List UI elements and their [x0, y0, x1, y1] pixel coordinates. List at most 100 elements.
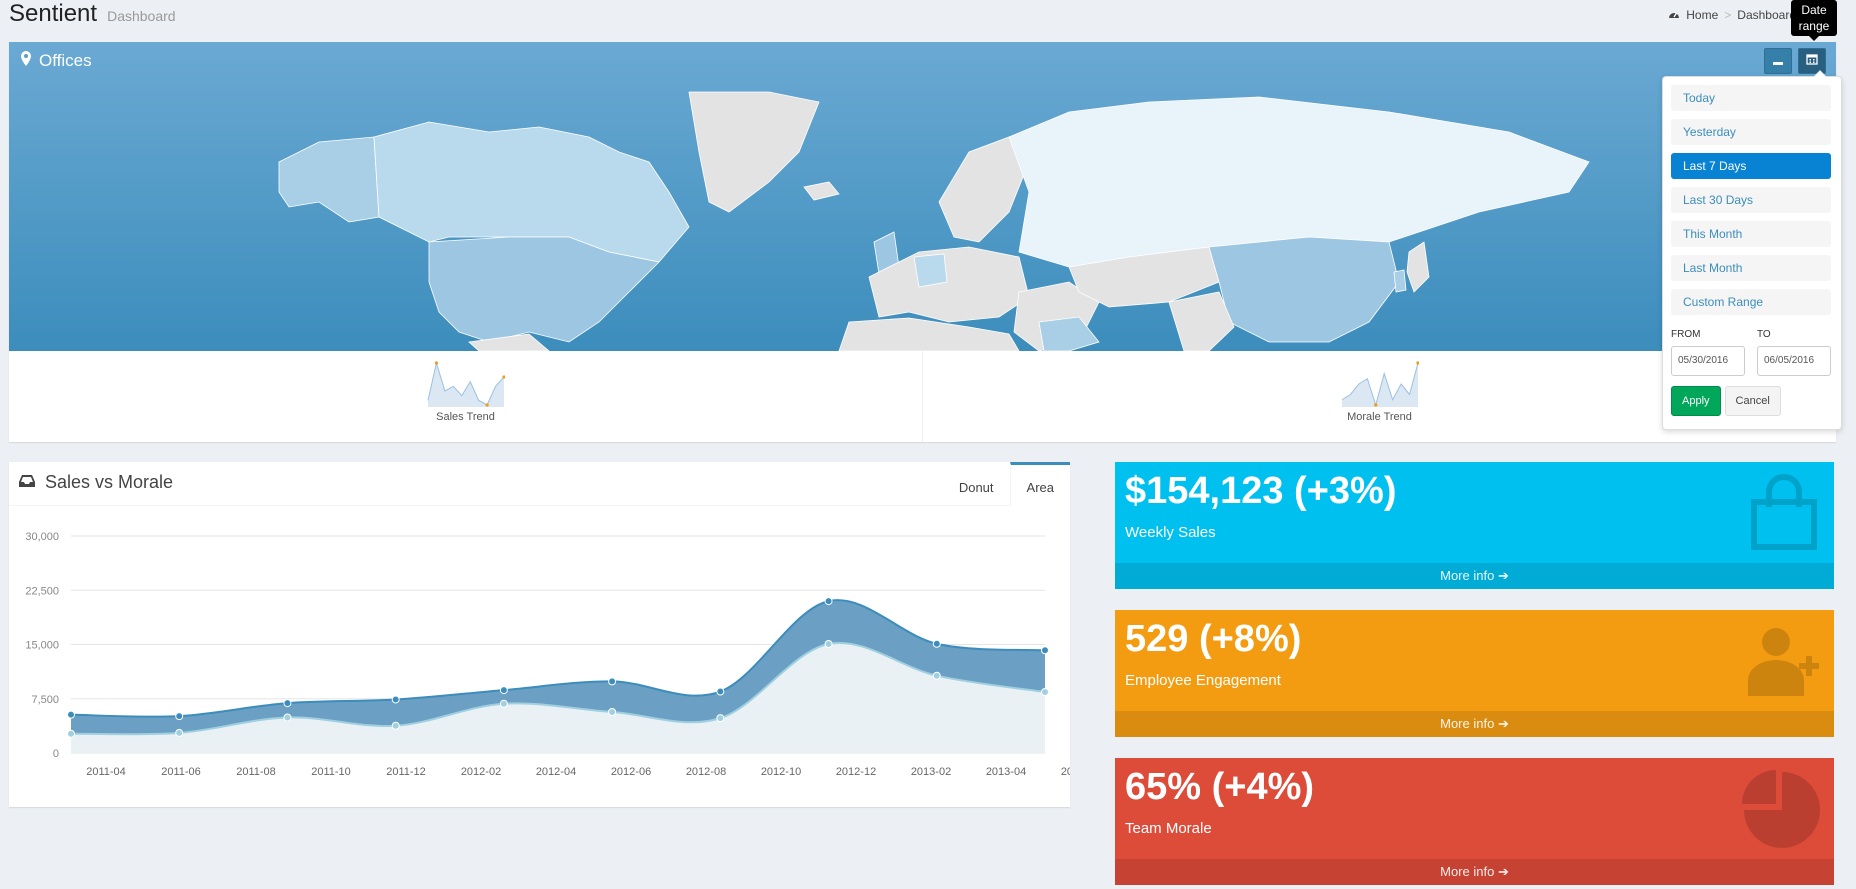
- data-point: [499, 686, 508, 695]
- map-marker-icon: [21, 51, 31, 71]
- range-option[interactable]: Last Month: [1671, 255, 1831, 281]
- collapse-button[interactable]: [1764, 48, 1792, 74]
- map-region-africa: [838, 317, 1020, 351]
- range-from: FROM 05/30/2016: [1671, 329, 1745, 376]
- data-point: [67, 729, 75, 738]
- page-subtitle: Dashboard: [107, 8, 176, 24]
- world-map[interactable]: Offices: [9, 42, 1836, 351]
- sparkline-row: Sales Trend Morale Trend: [9, 351, 1836, 442]
- breadcrumb-separator: >: [1724, 8, 1732, 22]
- data-point: [824, 597, 833, 606]
- sparkline-line: [1341, 362, 1418, 407]
- bag-icon: [1744, 472, 1824, 557]
- date-range-button[interactable]: [1798, 48, 1826, 74]
- sparkline-sales-chart: [427, 361, 505, 407]
- data-point: [716, 714, 725, 723]
- map-region-china: [1208, 236, 1400, 343]
- dashboard-icon: [1668, 8, 1680, 22]
- arrow-circle-right-icon: ➔: [1497, 568, 1509, 583]
- x-tick-label: 2011-04: [86, 766, 126, 778]
- data-point: [716, 687, 725, 696]
- x-tick-label: 2012-10: [761, 766, 801, 778]
- world-map-shapes: [278, 91, 1590, 351]
- chart-tabs: Donut Area: [943, 462, 1070, 506]
- map-region-iceland: [803, 181, 840, 201]
- area-fill: [71, 642, 1045, 753]
- sales-vs-morale-box: Sales vs Morale Donut Area 30,000 22,500 1…: [9, 462, 1070, 807]
- range-inputs: FROM 05/30/2016 TO 06/05/2016: [1671, 329, 1833, 376]
- map-region-alaska: [278, 136, 380, 223]
- stat-box-engagement: 529 (+8%) Employee Engagement More info …: [1115, 610, 1834, 737]
- breadcrumb-current: Dashboard: [1737, 8, 1796, 22]
- date-range-tooltip: Date range: [1791, 0, 1837, 41]
- range-to-input[interactable]: 06/05/2016: [1757, 346, 1831, 376]
- map-tools: [1764, 48, 1826, 74]
- range-to-label: TO: [1757, 329, 1771, 340]
- apply-button[interactable]: Apply: [1671, 386, 1721, 416]
- sparkline-sales-label: Sales Trend: [436, 411, 495, 423]
- more-info-label: More info: [1440, 864, 1495, 879]
- data-point: [283, 713, 292, 722]
- more-info-link[interactable]: More info ➔: [1115, 563, 1834, 589]
- range-option[interactable]: This Month: [1671, 221, 1831, 247]
- sparkline-point: [1373, 403, 1377, 407]
- map-region-canada: [373, 121, 690, 263]
- range-option[interactable]: Last 7 Days: [1671, 153, 1831, 179]
- range-option[interactable]: Last 30 Days: [1671, 187, 1831, 213]
- pie-icon: [1740, 768, 1824, 857]
- x-tick-label: 2011-08: [236, 766, 276, 778]
- more-info-link[interactable]: More info ➔: [1115, 711, 1834, 737]
- x-tick-label: 2011-10: [311, 766, 351, 778]
- person-add-icon: [1744, 620, 1824, 705]
- map-region-usa: [428, 236, 660, 343]
- y-tick-label: 30,000: [25, 531, 59, 543]
- map-region-india: [1168, 291, 1235, 351]
- stat-box-weekly-sales: $154,123 (+3%) Weekly Sales More info ➔: [1115, 462, 1834, 589]
- page-header: Sentient Dashboard: [9, 0, 176, 30]
- stat-label: Weekly Sales: [1125, 524, 1216, 541]
- data-point: [932, 671, 941, 680]
- offices-title-label: Offices: [39, 51, 92, 70]
- x-tick-label: 2012-08: [686, 766, 726, 778]
- y-tick-label: 7,500: [31, 694, 59, 706]
- x-tick-label: 2013-04: [986, 766, 1026, 778]
- data-point: [391, 721, 400, 730]
- x-tick-label: 2013-02: [911, 766, 951, 778]
- offices-box: Offices: [9, 42, 1836, 442]
- range-option[interactable]: Yesterday: [1671, 119, 1831, 145]
- range-option[interactable]: Today: [1671, 85, 1831, 111]
- tab-donut[interactable]: Donut: [958, 480, 994, 495]
- range-to: TO 06/05/2016: [1757, 329, 1831, 376]
- x-tick-label: 2011-06: [161, 766, 201, 778]
- x-tick-label: 2011-12: [386, 766, 426, 778]
- sparkline-morale-label: Morale Trend: [1347, 411, 1412, 423]
- series-line: [70, 599, 1046, 718]
- y-tick-label: 0: [53, 748, 59, 760]
- stat-value: 65% (+4%): [1125, 766, 1315, 808]
- sparkline-point: [501, 375, 505, 379]
- data-point: [608, 707, 617, 716]
- stat-value: 529 (+8%): [1125, 618, 1302, 660]
- map-region-korea: [1393, 269, 1407, 293]
- inbox-icon: [19, 472, 35, 493]
- range-option[interactable]: Custom Range: [1671, 289, 1831, 315]
- cancel-button[interactable]: Cancel: [1724, 386, 1781, 416]
- breadcrumb: Home > Dashboard: [1668, 8, 1796, 22]
- data-point: [1041, 688, 1049, 697]
- chart-title: Sales vs Morale: [19, 472, 173, 493]
- data-point: [175, 728, 184, 737]
- page-title: Sentient: [9, 0, 98, 27]
- breadcrumb-home-link[interactable]: Home: [1686, 8, 1719, 22]
- sparkline-morale-chart: [1341, 361, 1419, 407]
- more-info-link[interactable]: More info ➔: [1115, 859, 1834, 885]
- series-line: [70, 641, 1046, 736]
- stat-label: Team Morale: [1125, 820, 1212, 837]
- sparkline-point: [485, 403, 489, 407]
- y-tick-label: 15,000: [25, 640, 59, 652]
- data-point: [932, 639, 941, 648]
- range-from-input[interactable]: 05/30/2016: [1671, 346, 1745, 376]
- map-region-mexico: [468, 333, 550, 351]
- tab-area[interactable]: Area: [1009, 462, 1070, 506]
- more-info-label: More info: [1440, 716, 1495, 731]
- area-chart: 30,000 22,500 15,000 7,500 0 2011-04 2011-06 20…: [25, 531, 1070, 778]
